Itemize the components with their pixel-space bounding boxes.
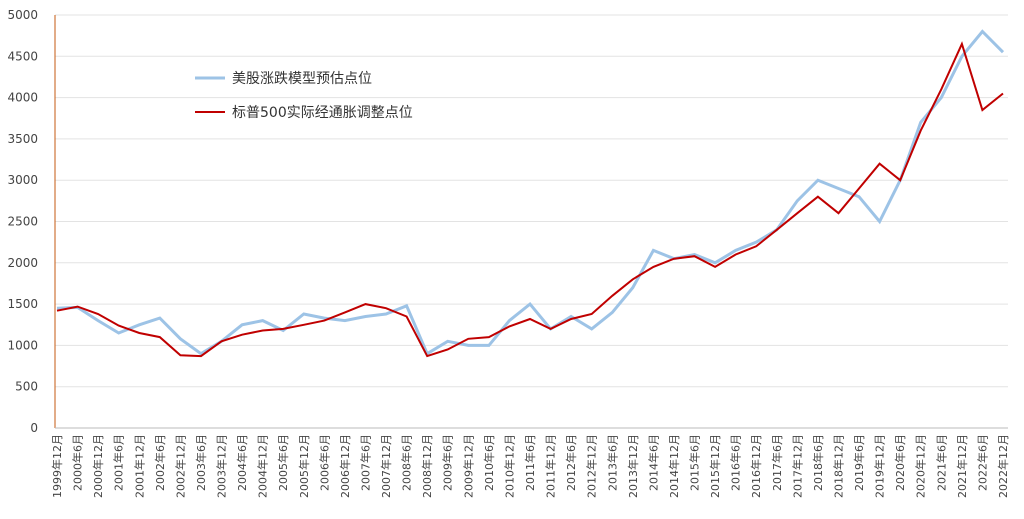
series-line — [56, 41, 1004, 358]
x-tick-label: 2020年12月 — [914, 434, 928, 498]
x-tick-label: 2016年6月 — [729, 434, 743, 491]
y-tick-label: 2000 — [7, 256, 38, 270]
x-tick-label: 2018年6月 — [811, 434, 825, 491]
x-tick-label: 2010年12月 — [502, 434, 516, 498]
x-tick-label: 1999年12月 — [50, 434, 64, 498]
x-tick-label: 2008年6月 — [400, 434, 414, 491]
x-tick-label: 2014年6月 — [646, 434, 660, 491]
y-tick-label: 3500 — [7, 132, 38, 146]
x-tick-label: 2001年12月 — [132, 434, 146, 498]
x-tick-label: 2005年12月 — [297, 434, 311, 498]
x-tick-label: 2004年6月 — [235, 434, 249, 491]
x-tick-label: 2013年6月 — [605, 434, 619, 491]
x-tick-label: 2006年12月 — [338, 434, 352, 498]
x-tick-label: 2015年6月 — [688, 434, 702, 491]
y-tick-label: 0 — [30, 421, 38, 435]
x-tick-label: 2022年12月 — [996, 434, 1010, 498]
x-tick-label: 2000年6月 — [71, 434, 85, 491]
x-tick-label: 2001年6月 — [112, 434, 126, 491]
x-tick-label: 2021年12月 — [955, 434, 969, 498]
x-tick-label: 2008年12月 — [420, 434, 434, 498]
x-tick-label: 2005年6月 — [276, 434, 290, 491]
x-tick-label: 2020年6月 — [893, 434, 907, 491]
x-tick-label: 2006年6月 — [317, 434, 331, 491]
x-tick-label: 2011年6月 — [523, 434, 537, 491]
x-tick-label: 2015年12月 — [708, 434, 722, 498]
x-tick-label: 2017年12月 — [790, 434, 804, 498]
x-tick-label: 2022年6月 — [975, 434, 989, 491]
x-tick-label: 2000年12月 — [91, 434, 105, 498]
y-tick-label: 500 — [15, 380, 38, 394]
x-tick-label: 2003年12月 — [215, 434, 229, 498]
legend-label: 美股涨跌模型预估点位 — [232, 71, 372, 87]
x-tick-label: 2007年6月 — [358, 434, 372, 491]
y-tick-label: 3000 — [7, 173, 38, 187]
x-tick-label: 2012年12月 — [585, 434, 599, 498]
x-tick-label: 2004年12月 — [256, 434, 270, 498]
legend-label: 标普500实际经通胀调整点位 — [232, 105, 413, 121]
y-tick-label: 5000 — [7, 8, 38, 22]
x-tick-label: 2009年12月 — [461, 434, 475, 498]
y-tick-label: 1500 — [7, 297, 38, 311]
x-tick-label: 2003年6月 — [194, 434, 208, 491]
x-tick-label: 2002年6月 — [153, 434, 167, 491]
x-tick-label: 2019年6月 — [852, 434, 866, 491]
y-tick-label: 4500 — [7, 49, 38, 63]
x-tick-label: 2002年12月 — [173, 434, 187, 498]
y-tick-label: 1000 — [7, 338, 38, 352]
x-tick-label: 2010年6月 — [482, 434, 496, 491]
x-tick-label: 2014年12月 — [667, 434, 681, 498]
x-tick-label: 2011年12月 — [544, 434, 558, 498]
series-line — [56, 29, 1005, 356]
x-tick-label: 2012年6月 — [564, 434, 578, 491]
x-tick-label: 2018年12月 — [831, 434, 845, 498]
x-tick-label: 2017年6月 — [770, 434, 784, 491]
x-tick-label: 2021年6月 — [934, 434, 948, 491]
y-tick-label: 2500 — [7, 215, 38, 229]
x-tick-label: 2007年12月 — [379, 434, 393, 498]
x-tick-label: 2009年6月 — [441, 434, 455, 491]
x-tick-label: 2016年12月 — [749, 434, 763, 498]
x-tick-label: 2013年12月 — [626, 434, 640, 498]
y-tick-label: 4000 — [7, 91, 38, 105]
x-tick-label: 2019年12月 — [873, 434, 887, 498]
